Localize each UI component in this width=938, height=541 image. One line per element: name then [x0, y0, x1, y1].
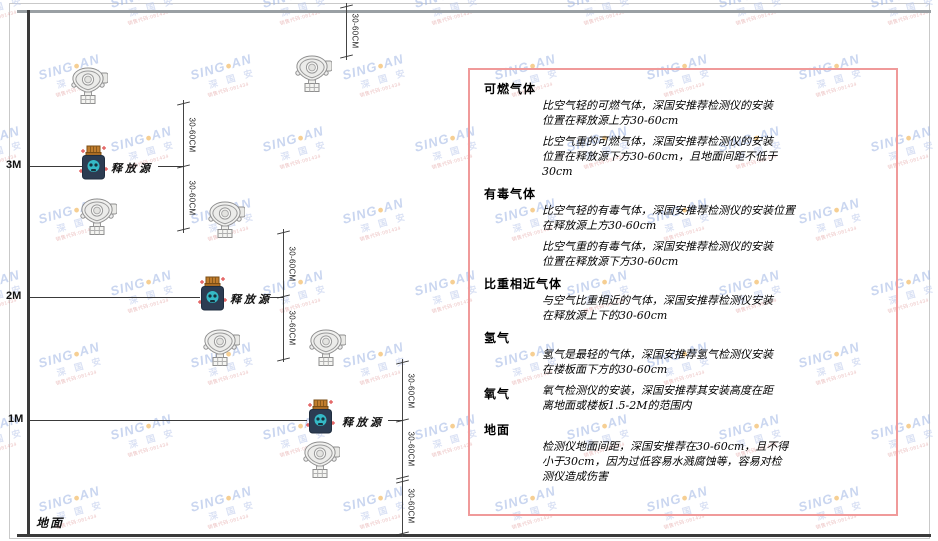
- connector-line-2m: [270, 297, 283, 298]
- panel-section: 比重相近气体与空气比重相近的气体，深国安推荐检测仪安装 在释放源上下的30-60c…: [484, 275, 882, 323]
- height-label-3m: 3M: [6, 159, 22, 171]
- info-panel: 可燃气体 比空气轻的可燃气体，深国安推荐检测仪的安装 位置在释放源上方30-60cm…: [468, 68, 898, 516]
- panel-paragraph: 与空气比重相近的气体，深国安推荐检测仪安装 在释放源上下的30-60cm: [542, 293, 882, 323]
- dimension-label: 30-60CM: [406, 373, 416, 409]
- gas-detector-icon: [309, 329, 346, 366]
- height-label-2m: 2M: [6, 290, 22, 302]
- panel-paragraph: 氧气检测仪的安装，深国安推荐其安装高度在距 离地面或楼板1.5-2M的范围内: [542, 383, 882, 413]
- release-source-icon: [197, 276, 227, 311]
- panel-section: 地面检测仪地面间距，深国安推荐在30-60cm，且不得 小于30cm，因为过低容易…: [484, 421, 882, 484]
- gas-detector-icon: [80, 198, 117, 235]
- dimension-label: 30-60CM: [406, 488, 416, 524]
- section-body: 与空气比重相近的气体，深国安推荐检测仪安装 在释放源上下的30-60cm: [484, 293, 882, 323]
- connector-line-1m: [388, 420, 402, 421]
- dimension-label: 30-60CM: [406, 431, 416, 467]
- panel-paragraph: 氢气是最轻的气体，深国安推荐氢气检测仪安装 在楼板面下方的30-60cm: [542, 347, 882, 377]
- panel-text-line: 小于30cm，因为过低容易水溅腐蚀等，容易对检: [542, 455, 782, 468]
- gas-detector-icon: [71, 67, 108, 104]
- panel-text-line: 氧气检测仪的安装，深国安推荐其安装高度在距: [542, 384, 773, 397]
- gas-detector-icon: [295, 55, 332, 92]
- dimension-rule: [346, 3, 347, 60]
- info-panel-sections: 可燃气体 比空气轻的可燃气体，深国安推荐检测仪的安装 位置在释放源上方30-60cm…: [484, 80, 882, 484]
- dimension-label: 30-60CM: [287, 246, 297, 282]
- gas-detector-icon: [208, 201, 245, 238]
- release-source-label: 释放源: [342, 416, 384, 429]
- ceiling-line: [17, 10, 931, 13]
- panel-text-line: 在释放源上下的30-60cm: [542, 309, 668, 322]
- section-heading: 氧气: [484, 387, 511, 401]
- dimension-label: 30-60CM: [187, 117, 197, 153]
- level-line-2m: [30, 297, 200, 298]
- dimension-label: 30-60CM: [350, 13, 360, 49]
- panel-section: 有毒气体 比空气轻的有毒气体，深国安推荐检测仪的安装位置 在释放源上方30-60cm…: [484, 185, 882, 269]
- section-body: 氢气是最轻的气体，深国安推荐氢气检测仪安装 在楼板面下方的30-60cm: [484, 347, 882, 377]
- section-heading: 氢气: [484, 331, 511, 345]
- panel-text-line: 位置在释放源下方30-60cm，且地面间距不低于: [542, 150, 778, 163]
- panel-text-line: 氢气是最轻的气体，深国安推荐氢气检测仪安装: [542, 348, 773, 361]
- section-heading: 地面: [484, 423, 511, 437]
- gas-detector-icon: [303, 441, 340, 478]
- panel-text-line: 30cm: [542, 165, 573, 178]
- wall-line: [27, 10, 30, 537]
- panel-text-line: 比空气重的有毒气体，深国安推荐检测仪的安装: [542, 240, 773, 253]
- panel-text-line: 比空气轻的可燃气体，深国安推荐检测仪的安装: [542, 99, 773, 112]
- section-body: 比空气轻的可燃气体，深国安推荐检测仪的安装 位置在释放源上方30-60cm 比空气重…: [484, 98, 882, 179]
- level-line-1m: [30, 420, 307, 421]
- dimension-rule: [402, 359, 403, 537]
- dimension-label: 30-60CM: [287, 310, 297, 346]
- panel-section: 可燃气体 比空气轻的可燃气体，深国安推荐检测仪的安装 位置在释放源上方30-60cm…: [484, 80, 882, 179]
- outer-frame: [9, 3, 930, 539]
- panel-text-line: 位置在释放源下方30-60cm: [542, 255, 679, 268]
- release-source-label: 释放源: [230, 293, 272, 306]
- panel-text-line: 比空气轻的有毒气体，深国安推荐检测仪的安装位置: [542, 204, 795, 217]
- release-source-icon: [305, 399, 335, 434]
- section-heading: 有毒气体: [484, 187, 537, 201]
- ground-line: [17, 534, 931, 537]
- dimension-label: 30-60CM: [187, 180, 197, 216]
- panel-text-line: 检测仪地面间距，深国安推荐在30-60cm，且不得: [542, 440, 789, 453]
- section-body: 比空气轻的有毒气体，深国安推荐检测仪的安装位置 在释放源上方30-60cm 比空气重…: [484, 203, 882, 269]
- panel-text-line: 在释放源上方30-60cm: [542, 219, 657, 232]
- release-source-label: 释放源: [111, 162, 153, 175]
- panel-text-line: 位置在释放源上方30-60cm: [542, 114, 679, 127]
- connector-line-3m: [158, 166, 183, 167]
- panel-paragraph: 比空气重的可燃气体，深国安推荐检测仪的安装 位置在释放源下方30-60cm，且地面…: [542, 134, 882, 179]
- height-label-1m: 1M: [8, 413, 24, 425]
- section-heading: 比重相近气体: [484, 277, 563, 291]
- panel-section: 氢气氢气是最轻的气体，深国安推荐氢气检测仪安装 在楼板面下方的30-60cm: [484, 329, 882, 377]
- panel-text-line: 测仪造成伤害: [542, 470, 608, 483]
- panel-text-line: 比空气重的可燃气体，深国安推荐检测仪的安装: [542, 135, 773, 148]
- level-line-3m: [30, 166, 82, 167]
- panel-paragraph: 比空气轻的有毒气体，深国安推荐检测仪的安装位置 在释放源上方30-60cm: [542, 203, 882, 233]
- section-heading: 可燃气体: [484, 82, 537, 96]
- panel-paragraph: 检测仪地面间距，深国安推荐在30-60cm，且不得 小于30cm，因为过低容易水溅…: [542, 439, 882, 484]
- release-source-icon: [78, 145, 108, 180]
- gas-detector-icon: [203, 329, 240, 366]
- panel-section: 氧气 氧气检测仪的安装，深国安推荐其安装高度在距 离地面或楼板1.5-2M的范围内: [484, 383, 882, 419]
- ground-label: 地面: [36, 516, 65, 530]
- panel-text-line: 离地面或楼板1.5-2M的范围内: [542, 399, 692, 412]
- panel-paragraph: 比空气轻的可燃气体，深国安推荐检测仪的安装 位置在释放源上方30-60cm: [542, 98, 882, 128]
- section-body: 氧气检测仪的安装，深国安推荐其安装高度在距 离地面或楼板1.5-2M的范围内: [530, 383, 882, 419]
- panel-paragraph: 比空气重的有毒气体，深国安推荐检测仪的安装 位置在释放源下方30-60cm: [542, 239, 882, 269]
- panel-text-line: 在楼板面下方的30-60cm: [542, 363, 668, 376]
- panel-text-line: 与空气比重相近的气体，深国安推荐检测仪安装: [542, 294, 773, 307]
- section-body: 检测仪地面间距，深国安推荐在30-60cm，且不得 小于30cm，因为过低容易水溅…: [484, 439, 882, 484]
